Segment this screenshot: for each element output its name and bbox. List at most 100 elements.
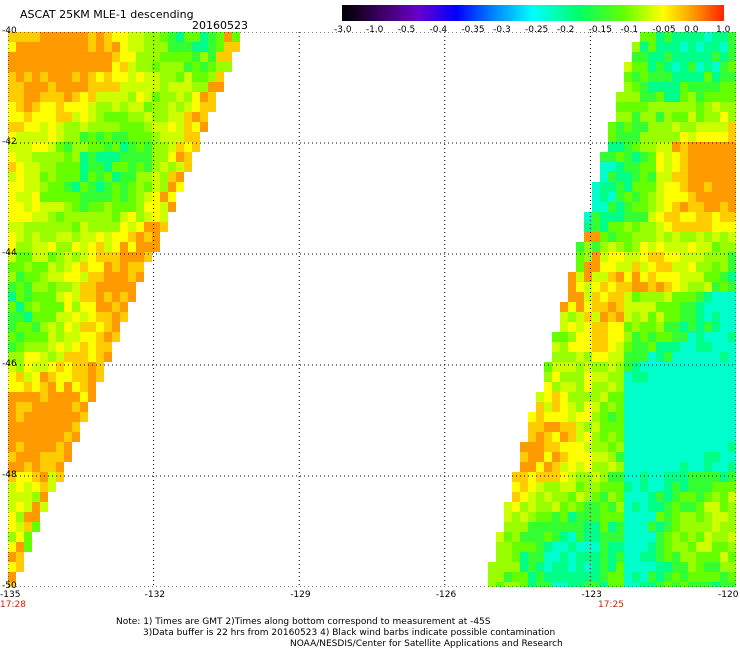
swath-cell [16, 472, 24, 482]
swath-cell [56, 212, 64, 222]
swath-cell [40, 472, 48, 482]
swath-cell [616, 532, 624, 542]
swath-cell [224, 42, 232, 52]
swath-cell [136, 162, 144, 172]
swath-cell [616, 442, 624, 452]
swath-cell [664, 182, 672, 192]
swath-cell [208, 62, 216, 72]
latitude-label: -46 [2, 359, 17, 369]
swath-cell [544, 412, 552, 422]
swath-cell [160, 192, 168, 202]
swath-cell [664, 132, 672, 142]
colorbar-tick-label: -0.4 [429, 25, 448, 35]
swath-cell [48, 202, 56, 212]
swath-cell [704, 192, 712, 202]
swath-cell [72, 412, 80, 422]
swath-cell [160, 142, 168, 152]
swath-cell [536, 422, 544, 432]
swath-cell [80, 332, 88, 342]
swath-cell [80, 142, 88, 152]
swath-cell [656, 412, 664, 422]
swath-cell [16, 102, 24, 112]
swath-cell [664, 402, 672, 412]
swath-cell [584, 522, 592, 532]
swath-cell [704, 492, 712, 502]
swath-cell [552, 462, 560, 472]
swath-cell [80, 362, 88, 372]
swath-cell [632, 412, 640, 422]
swath-cell [16, 492, 24, 502]
swath-cell [120, 172, 128, 182]
swath-cell [96, 282, 104, 292]
swath-cell [200, 102, 208, 112]
swath-cell [728, 552, 736, 562]
swath-cell [592, 192, 600, 202]
swath-cell [528, 572, 536, 582]
swath-cell [176, 52, 184, 62]
swath-cell [544, 562, 552, 572]
swath-cell [728, 292, 736, 302]
swath-cell [592, 512, 600, 522]
swath-cell [104, 122, 112, 132]
swath-cell [664, 502, 672, 512]
swath-cell [144, 212, 152, 222]
swath-cell [576, 432, 584, 442]
swath-cell [24, 272, 32, 282]
swath-cell [96, 362, 104, 372]
swath-cell [608, 352, 616, 362]
swath-cell [32, 162, 40, 172]
time-label-right: 17:25 [598, 600, 624, 610]
swath-cell [664, 242, 672, 252]
swath-cell [648, 552, 656, 562]
swath-cell [120, 262, 128, 272]
swath-cell [680, 42, 688, 52]
swath-cell [64, 72, 72, 82]
swath-cell [128, 152, 136, 162]
swath-cell [32, 452, 40, 462]
swath-cell [624, 202, 632, 212]
swath-cell [672, 492, 680, 502]
swath-cell [72, 202, 80, 212]
swath-cell [704, 62, 712, 72]
swath-cell [8, 142, 16, 152]
swath-cell [640, 332, 648, 342]
swath-cell [664, 332, 672, 342]
swath-cell [136, 112, 144, 122]
swath-cell [624, 82, 632, 92]
swath-cell [24, 42, 32, 52]
swath-cell [632, 182, 640, 192]
swath-cell [656, 232, 664, 242]
swath-cell [48, 382, 56, 392]
swath-cell [664, 52, 672, 62]
swath-cell [664, 422, 672, 432]
swath-cell [160, 82, 168, 92]
swath-cell [600, 402, 608, 412]
swath-cell [712, 512, 720, 522]
swath-cell [520, 542, 528, 552]
swath-cell [104, 272, 112, 282]
swath-cell [728, 432, 736, 442]
swath-cell [712, 232, 720, 242]
swath-cell [632, 392, 640, 402]
swath-cell [48, 462, 56, 472]
swath-cell [96, 32, 104, 42]
swath-cell [608, 472, 616, 482]
swath-cell [592, 252, 600, 262]
swath-cell [40, 252, 48, 262]
swath-cell [608, 482, 616, 492]
swath-cell [48, 412, 56, 422]
swath-cell [8, 52, 16, 62]
swath-cell [48, 222, 56, 232]
swath-cell [584, 442, 592, 452]
swath-cell [152, 232, 160, 242]
swath-cell [672, 42, 680, 52]
swath-cell [528, 552, 536, 562]
swath-cell [608, 122, 616, 132]
swath-cell [696, 132, 704, 142]
swath-cell [216, 72, 224, 82]
swath-cell [488, 572, 496, 582]
swath-cell [648, 502, 656, 512]
swath-cell [56, 282, 64, 292]
swath-cell [8, 172, 16, 182]
swath-cell [120, 222, 128, 232]
